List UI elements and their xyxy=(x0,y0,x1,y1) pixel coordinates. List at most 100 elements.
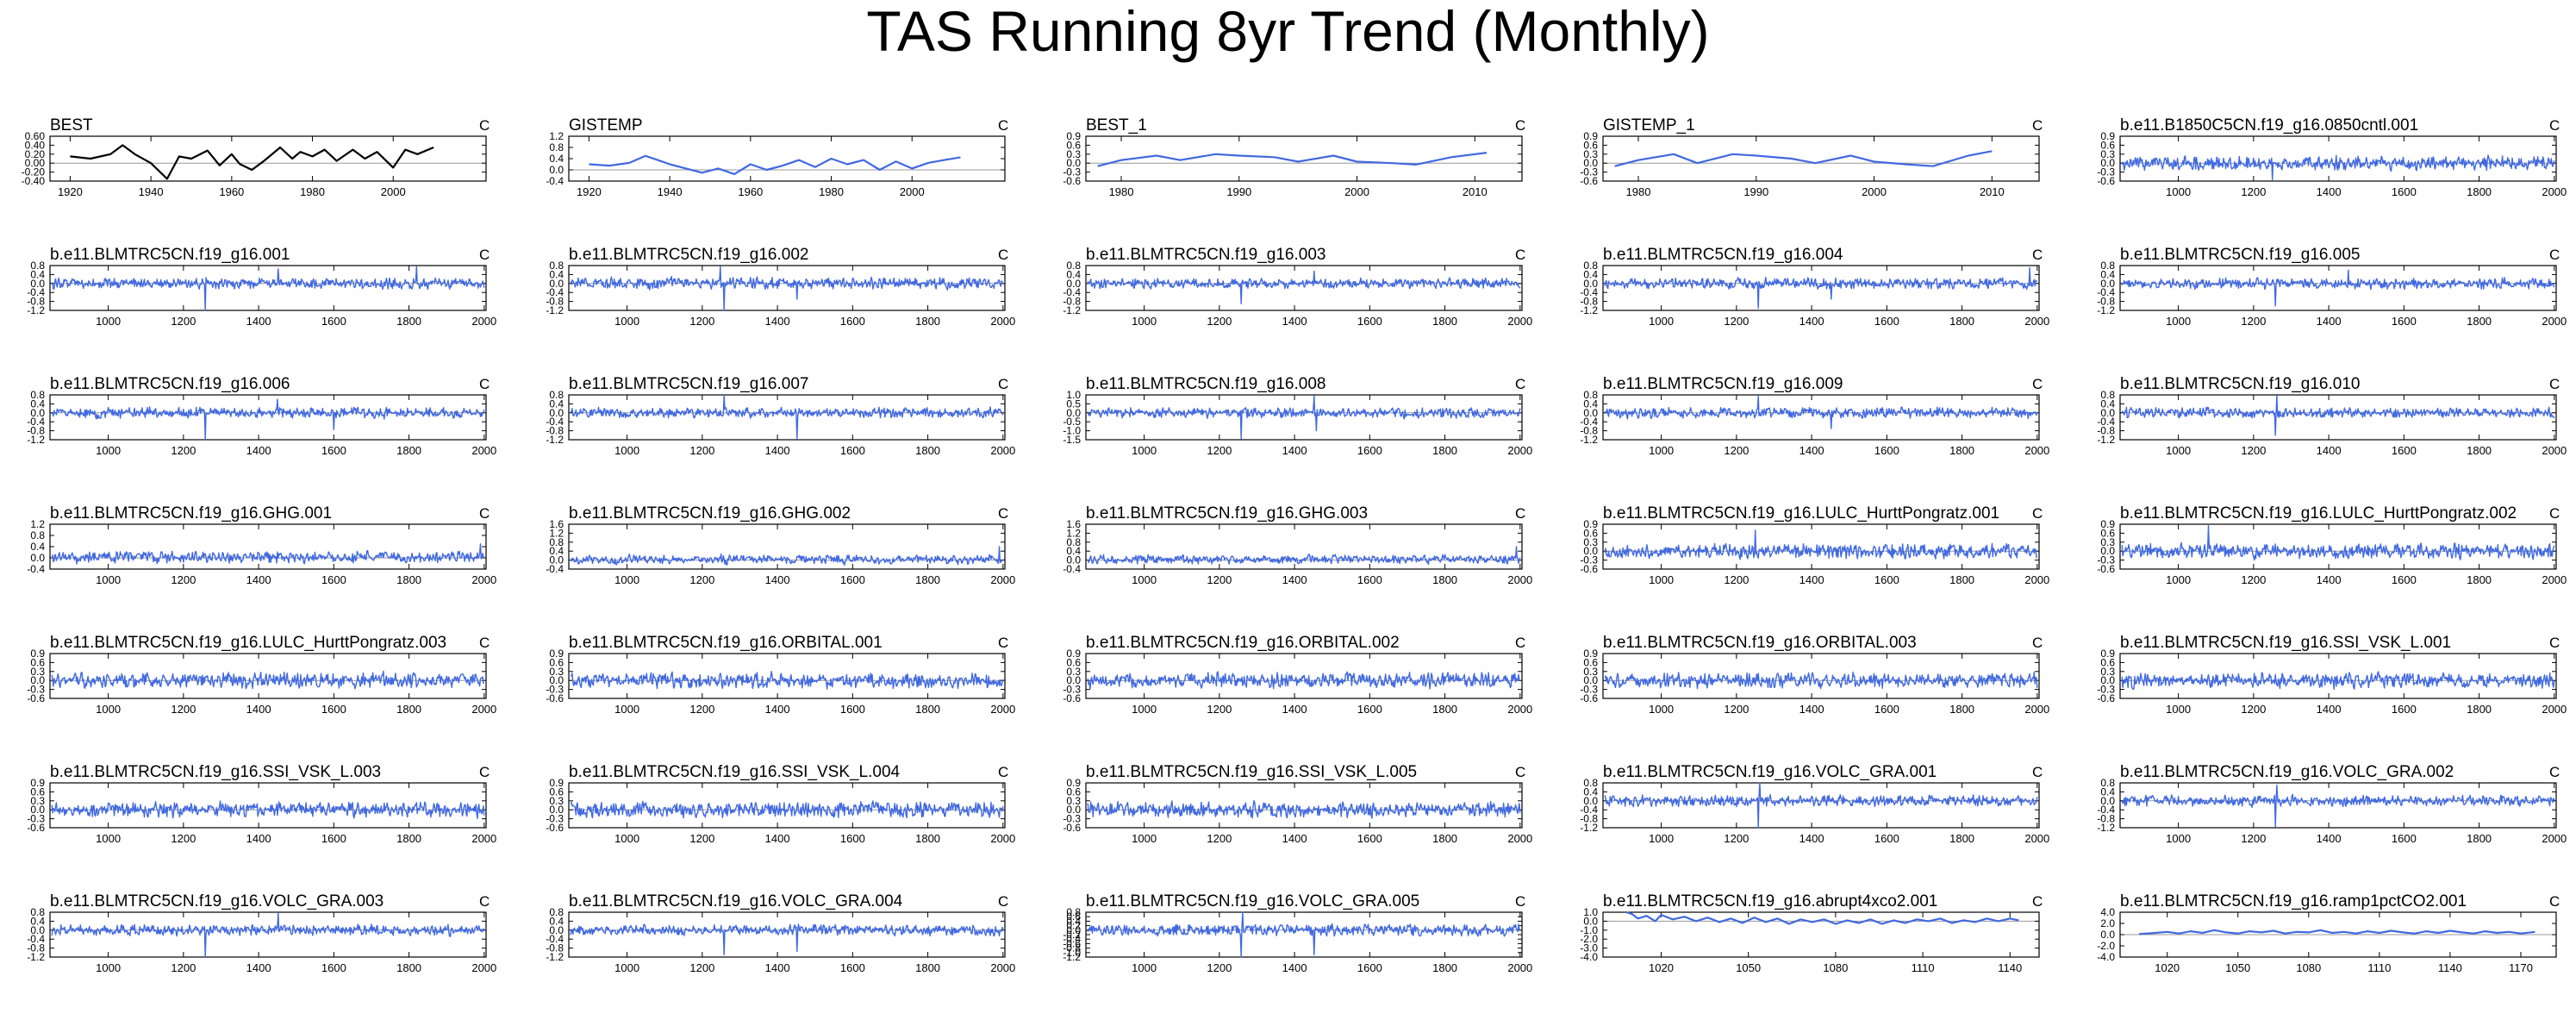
series-line xyxy=(51,800,485,819)
panel-34: b.e11.BLMTRC5CN.f19_g16.abrupt4xco2.001 C… xyxy=(1580,892,2043,974)
y-tick-label: 0.8 xyxy=(30,529,45,541)
y-tick-label: -0.3 xyxy=(1063,166,1081,178)
unit-label: C xyxy=(1515,117,1525,134)
y-tick-label: 0.0 xyxy=(1066,278,1081,290)
unit-label: C xyxy=(479,117,490,134)
panel-6: b.e11.BLMTRC5CN.f19_g16.001 C0.80.40.0-0.… xyxy=(27,246,496,328)
plot-frame xyxy=(49,265,487,311)
y-tick-label: -0.6 xyxy=(2097,563,2115,575)
panel-title: b.e11.BLMTRC5CN.f19_g16.ORBITAL.001 xyxy=(569,634,883,652)
x-tick-label: 1400 xyxy=(1799,444,1824,457)
x-tick-label: 1920 xyxy=(577,185,602,198)
x-tick-label: 1800 xyxy=(2467,703,2492,716)
plot-frame xyxy=(49,911,487,958)
y-tick-label: -1.2 xyxy=(27,951,45,963)
y-tick-label: -0.8 xyxy=(546,425,564,437)
y-tick-label: -0.4 xyxy=(1580,416,1598,428)
y-tick-label: 0.4 xyxy=(1066,545,1081,557)
unit-label: C xyxy=(1515,635,1525,651)
x-tick-label: 1940 xyxy=(139,185,164,198)
x-tick-label: 2000 xyxy=(471,703,496,716)
plot-frame xyxy=(49,653,487,699)
panel-title: b.e11.BLMTRC5CN.f19_g16.ORBITAL.002 xyxy=(1086,634,1400,652)
y-tick-label: -0.3 xyxy=(2097,166,2115,178)
x-tick-label: 1400 xyxy=(2317,185,2342,198)
x-tick-label: 2000 xyxy=(381,185,406,198)
y-tick-label: -0.6 xyxy=(1580,692,1598,704)
plot-frame xyxy=(49,135,487,182)
y-tick-label: 0.0 xyxy=(1066,924,1081,936)
panel-title: b.e11.BLMTRC5CN.f19_g16.VOLC_GRA.003 xyxy=(50,892,384,910)
x-tick-label: 1400 xyxy=(2317,573,2342,586)
x-tick-label: 1400 xyxy=(1282,315,1307,328)
y-tick-label: 0.0 xyxy=(2100,407,2115,419)
y-tick-label: 0.8 xyxy=(549,536,564,548)
panel-title: b.e11.BLMTRC5CN.f19_g16.VOLC_GRA.001 xyxy=(1603,763,1937,781)
y-tick-label: 4.0 xyxy=(2100,906,2115,918)
x-tick-label: 1800 xyxy=(1949,315,1974,328)
y-tick-label: -1.2 xyxy=(546,304,564,316)
y-tick-label: 0.3 xyxy=(1583,536,1598,548)
unit-label: C xyxy=(998,893,1008,910)
y-tick-label: 0.6 xyxy=(1583,527,1598,539)
y-tick-label: 0.9 xyxy=(1583,130,1598,142)
x-tick-label: 2000 xyxy=(2542,315,2567,328)
y-tick-label: 0.4 xyxy=(549,545,564,557)
x-tick-label: 1800 xyxy=(2467,573,2492,586)
x-tick-label: 1000 xyxy=(1649,315,1674,328)
unit-label: C xyxy=(479,505,490,522)
x-tick-label: 2000 xyxy=(990,832,1015,845)
y-tick-label: 0.0 xyxy=(549,554,564,566)
x-tick-label: 1000 xyxy=(1132,444,1157,457)
y-tick-label: -0.3 xyxy=(27,813,45,825)
x-tick-label: 2000 xyxy=(1507,961,1532,974)
x-tick-label: 1800 xyxy=(396,832,421,845)
panel-title: b.e11.BLMTRC5CN.f19_g16.008 xyxy=(1086,375,1325,393)
y-tick-label: -0.6 xyxy=(546,692,564,704)
y-tick-label: 0.8 xyxy=(1583,389,1598,401)
y-tick-label: 0.9 xyxy=(2100,648,2115,660)
x-tick-label: 1000 xyxy=(2166,573,2191,586)
panel-31: b.e11.BLMTRC5CN.f19_g16.VOLC_GRA.003 C 0.8… xyxy=(27,892,496,974)
y-tick-label: -0.6 xyxy=(27,822,45,834)
y-tick-label: 0.4 xyxy=(30,397,45,410)
y-tick-label: 0.8 xyxy=(2100,389,2115,401)
y-tick-label: -1.2 xyxy=(1063,304,1081,316)
x-tick-label: 1600 xyxy=(840,444,865,457)
panel-29: b.e11.BLMTRC5CN.f19_g16.VOLC_GRA.001 C 0.8… xyxy=(1580,763,2049,845)
y-tick-label: -0.4 xyxy=(2097,416,2115,428)
series-line xyxy=(1604,266,2038,310)
y-tick-label: 0.0 xyxy=(30,278,45,290)
x-tick-label: 1200 xyxy=(2241,315,2266,328)
y-tick-label: -0.4 xyxy=(546,933,564,945)
y-tick-label: -1.2 xyxy=(1063,951,1081,963)
x-tick-label: 1200 xyxy=(1207,573,1232,586)
x-tick-label: 1800 xyxy=(396,444,421,457)
x-tick-label: 1800 xyxy=(396,961,421,974)
panel-title: GISTEMP_1 xyxy=(1603,116,1695,135)
x-tick-label: 1200 xyxy=(689,703,714,716)
panel-title: b.e11.BLMTRC5CN.f19_g16.009 xyxy=(1603,375,1843,393)
panel-title: b.e11.BLMTRC5CN.f19_g16.004 xyxy=(1603,246,1843,264)
y-tick-label: -0.6 xyxy=(1063,822,1081,834)
x-tick-label: 1600 xyxy=(840,703,865,716)
x-tick-label: 1600 xyxy=(1874,315,1899,328)
x-tick-label: 2000 xyxy=(2024,444,2049,457)
panel-8: b.e11.BLMTRC5CN.f19_g16.003 C0.80.40.0-0.… xyxy=(1063,246,1532,328)
panel-title: b.e11.BLMTRC5CN.f19_g16.LULC_HurttPongra… xyxy=(1603,504,1999,523)
unit-label: C xyxy=(998,635,1008,651)
y-tick-label: 0.6 xyxy=(549,656,564,668)
y-tick-label: 0.0 xyxy=(30,924,45,936)
panel-12: b.e11.BLMTRC5CN.f19_g16.007 C0.80.40.0-0.… xyxy=(546,375,1015,457)
y-tick-label: 1.0 xyxy=(1066,389,1081,401)
panel-title: b.e11.BLMTRC5CN.f19_g16.010 xyxy=(2120,375,2360,393)
panel-title: b.e11.BLMTRC5CN.f19_g16.GHG.002 xyxy=(569,504,851,523)
unit-label: C xyxy=(1515,247,1525,263)
y-tick-label: 0.0 xyxy=(1583,545,1598,557)
x-tick-label: 2000 xyxy=(2542,185,2567,198)
series-line xyxy=(1604,671,2038,690)
x-tick-label: 1000 xyxy=(1649,703,1674,716)
series-line xyxy=(570,671,1004,690)
x-tick-label: 1200 xyxy=(171,961,196,974)
y-tick-label: 0.6 xyxy=(1583,139,1598,151)
